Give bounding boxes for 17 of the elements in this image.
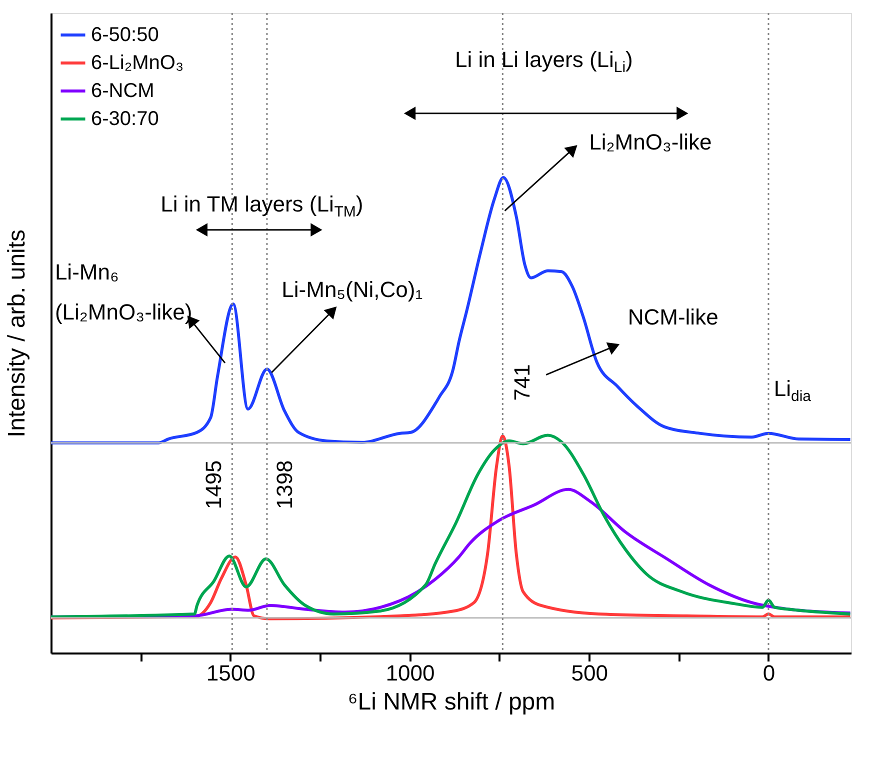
text: Li₂MnO₃-like <box>589 129 712 154</box>
x-tick-label: 1000 <box>386 660 435 686</box>
annotation: Li-Mn₆ (Li₂MnO₃-like) <box>54 260 192 325</box>
x-tick-label: 0 <box>762 660 776 686</box>
legend-label: 6-NCM <box>91 80 154 102</box>
x-tick-label: 1500 <box>206 660 256 686</box>
legend-label: 6-30:70 <box>91 108 159 130</box>
x-tick-label: 500 <box>571 660 608 686</box>
annotation: Li-Mn₅(Ni,Co)₁ <box>282 277 423 302</box>
ref-line-label: 741 <box>510 364 535 401</box>
ref-line-label: 1495 <box>201 460 226 510</box>
x-axis-title: ⁶Li NMR shift / ppm <box>348 688 556 716</box>
legend-label: 6-Li₂MnO₃ <box>91 52 184 74</box>
y-axis-title: Intensity / arb. units <box>4 229 30 438</box>
ref-line-label: 1398 <box>272 460 297 510</box>
legend-label: 6-50:50 <box>91 24 159 46</box>
annotation: NCM-like <box>628 304 718 330</box>
